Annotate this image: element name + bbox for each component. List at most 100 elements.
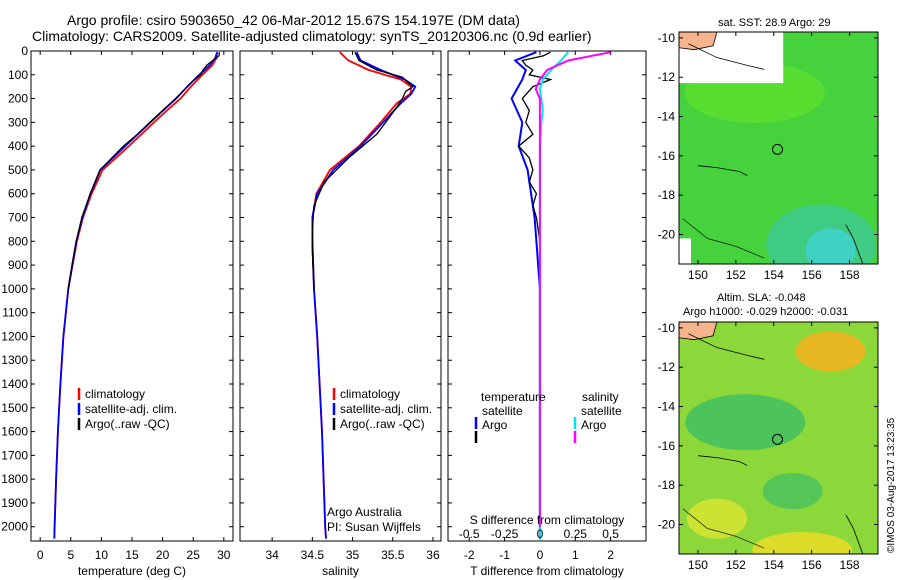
map-lon-label: 158 [840, 268, 860, 282]
temperature-legend-label: satellite [482, 404, 523, 418]
map-field-1 [679, 322, 878, 554]
sla-map-title-line1: Altim. SLA: -0.048 [717, 292, 806, 304]
x-tick-label: 25 [187, 548, 201, 562]
argo-australia-note: Argo Australia [327, 505, 402, 519]
x-tick-label: 20 [156, 548, 170, 562]
reef-outline [697, 455, 748, 466]
profile-location-marker [771, 143, 783, 155]
map-lat-label: -16 [658, 439, 676, 453]
x2-axis-label: S difference from climatology [470, 513, 625, 527]
temperature-legend-label: Argo [482, 418, 508, 432]
salinity-legend-label: satellite [581, 404, 622, 418]
depth-tick-label: 200 [8, 92, 28, 106]
x-tick-label: 1 [572, 548, 579, 562]
x2-tick-label: -0.5 [459, 527, 480, 541]
map-frame [678, 321, 879, 555]
figure-title-line1: Argo profile: csiro 5903650_42 06-Mar-20… [67, 12, 520, 28]
sst-missing-data [679, 238, 691, 264]
legend-label: satellite-adj. clim. [340, 402, 432, 416]
x2-tick-label: 0.5 [602, 527, 619, 541]
depth-tick-label: 100 [8, 68, 28, 82]
profile-panel-0-frame [30, 50, 234, 542]
depth-tick-label: 1600 [1, 425, 28, 439]
x-axis-label: salinity [322, 564, 359, 578]
depth-tick-label: 1100 [2, 306, 28, 320]
x-tick-label: 2 [607, 548, 614, 562]
x-tick-label: 0 [37, 548, 44, 562]
profile-panel-1-frame [239, 50, 442, 542]
x2-tick-label: -0.25 [491, 527, 519, 541]
salinity-legend-label: Argo [581, 418, 607, 432]
reef-outline [845, 224, 864, 264]
x-tick-label: -1 [499, 548, 510, 562]
map-field-0 [679, 32, 878, 264]
depth-tick-label: 900 [8, 258, 28, 272]
x-tick-label: 30 [217, 548, 231, 562]
sla-low-patch [762, 473, 823, 510]
map-lon-label: 156 [802, 268, 822, 282]
depth-tick-label: 1900 [1, 496, 28, 510]
map-lon-label: 152 [726, 268, 746, 282]
salinity-legend-label: salinity [582, 390, 619, 404]
map-1 [678, 321, 879, 555]
x-tick-label: 5 [67, 548, 74, 562]
reef-outline [845, 514, 864, 554]
map-lon-label: 150 [688, 268, 708, 282]
sla-high-patch [752, 532, 853, 554]
map-lon-label: 152 [726, 558, 746, 572]
x-tick-label: 35 [346, 548, 360, 562]
x-axis-label: T difference from climatology [470, 564, 624, 578]
depth-tick-label: 600 [8, 187, 28, 201]
map-lat-label: -20 [658, 228, 676, 242]
x-tick-label: 35.5 [381, 548, 405, 562]
map-lat-label: -14 [658, 110, 676, 124]
x-axis-label: temperature (deg C) [78, 564, 186, 578]
land-new-guinea [679, 322, 718, 341]
depth-tick-label: 1200 [1, 329, 28, 343]
reef-outline [697, 165, 748, 176]
temperature-legend-label: temperature [481, 390, 546, 404]
map-lat-label: -18 [658, 478, 676, 492]
map-lat-label: -10 [658, 321, 676, 335]
island-chain-outline [688, 43, 765, 70]
legend-label: satellite-adj. clim. [85, 402, 177, 416]
map-lat-label: -20 [658, 518, 676, 532]
diff-line-s-argo [534, 51, 611, 527]
depth-tick-label: 2000 [1, 520, 28, 534]
profile-line-argo-raw-qc- [311, 51, 414, 289]
depth-tick-label: 1300 [1, 353, 28, 367]
map-lat-label: -10 [658, 31, 676, 45]
sst-coolest-patch [805, 228, 856, 264]
map-frame [678, 31, 879, 265]
profile-line-argo-raw-qc- [67, 52, 221, 289]
argo-australia-note: PI: Susan Wijffels [327, 520, 421, 534]
sla-high-patch [795, 331, 866, 372]
figure-title-line2: Climatology: CARS2009. Satellite-adjuste… [32, 28, 592, 44]
sst-map-title: sat. SST: 28.9 Argo: 29 [718, 17, 831, 29]
x2-tick-label: 0.25 [564, 527, 588, 541]
map-lat-label: -12 [658, 360, 676, 374]
depth-tick-label: 1700 [1, 448, 28, 462]
map-lat-label: -18 [658, 188, 676, 202]
depth-tick-label: 400 [8, 139, 28, 153]
legend-label: climatology [340, 387, 400, 401]
legend-label: climatology [85, 387, 145, 401]
sla-low-band [685, 394, 806, 451]
depth-tick-label: 1000 [1, 282, 28, 296]
map-lon-label: 154 [764, 268, 784, 282]
depth-tick-label: 800 [8, 234, 28, 248]
x-tick-label: -2 [464, 548, 475, 562]
depth-tick-label: 1500 [1, 401, 28, 415]
x-tick-label: 15 [125, 548, 139, 562]
sla-map-title-line2: Argo h1000: -0.029 h2000: -0.031 [683, 306, 849, 318]
sla-high-patch [686, 498, 747, 539]
land-new-guinea [679, 32, 718, 51]
bathymetry-contour [682, 508, 765, 549]
island-chain-outline [688, 333, 765, 360]
profile-location-marker [771, 433, 783, 445]
map-lat-label: -12 [658, 70, 676, 84]
map-lat-label: -16 [658, 149, 676, 163]
depth-tick-label: 700 [8, 211, 28, 225]
depth-tick-label: 300 [8, 115, 28, 129]
map-lon-label: 150 [688, 558, 708, 572]
